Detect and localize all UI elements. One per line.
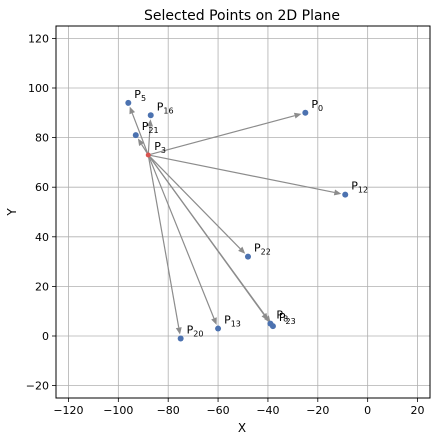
data-point xyxy=(302,109,309,116)
arrow-line xyxy=(147,154,267,318)
arrow-head xyxy=(129,106,136,115)
data-point xyxy=(147,112,154,119)
y-axis-label: Y xyxy=(5,208,19,217)
x-ticks: −120 −100 −80 −60 −40 −20 0 20 xyxy=(53,398,425,417)
y-tick-label: −20 xyxy=(26,380,49,393)
arrow-line xyxy=(147,154,241,250)
x-axis-label: X xyxy=(238,421,246,435)
y-tick-label: 0 xyxy=(42,330,49,343)
arrow-head xyxy=(333,189,342,196)
data-point xyxy=(125,99,132,106)
arrow-line xyxy=(131,112,149,156)
x-tick-label: −100 xyxy=(103,404,133,417)
grid xyxy=(56,26,430,398)
x-tick-label: 0 xyxy=(364,404,371,417)
data-point xyxy=(269,323,276,330)
arrow-head xyxy=(264,315,271,323)
arrow-head xyxy=(238,246,246,254)
point-label: P8 xyxy=(276,309,288,324)
data-point xyxy=(244,253,251,260)
x-tick-label: 20 xyxy=(411,404,425,417)
plot-frame xyxy=(55,25,431,399)
chart-title: Selected Points on 2D Plane xyxy=(144,8,340,24)
arrow-head xyxy=(211,317,217,325)
data-point xyxy=(215,325,222,332)
y-tick-label: 40 xyxy=(35,231,49,244)
arrow-head xyxy=(175,327,182,335)
y-tick-label: 80 xyxy=(35,132,49,145)
y-tick-label: 60 xyxy=(35,181,49,194)
points xyxy=(125,99,349,342)
y-tick-label: 120 xyxy=(28,32,49,45)
x-tick-label: −80 xyxy=(157,404,180,417)
point-label: P13 xyxy=(224,314,241,329)
origin-label: P3 xyxy=(154,140,166,155)
point-label: P21 xyxy=(142,120,159,135)
arrows xyxy=(129,106,342,335)
arrow-head xyxy=(293,112,302,119)
point-label: P12 xyxy=(351,180,368,195)
point-label: P23 xyxy=(279,311,296,326)
x-tick-label: −20 xyxy=(306,404,329,417)
arrow-line xyxy=(147,126,151,155)
point-label: P5 xyxy=(134,88,146,103)
data-point xyxy=(132,132,139,139)
x-tick-label: −40 xyxy=(256,404,279,417)
origin-point xyxy=(145,152,151,158)
arrow-line xyxy=(148,154,335,194)
arrow-line xyxy=(148,115,295,156)
point-label: P22 xyxy=(254,242,271,257)
x-tick-label: −120 xyxy=(53,404,83,417)
arrow-line xyxy=(147,154,180,328)
point-label: P0 xyxy=(311,98,323,113)
arrow-head xyxy=(147,119,154,127)
data-point xyxy=(342,191,349,198)
arrow-head xyxy=(137,138,145,147)
y-tick-label: 100 xyxy=(28,82,49,95)
point-label: P20 xyxy=(187,323,204,338)
arrow-line xyxy=(147,154,215,319)
point-label: P16 xyxy=(157,100,174,115)
x-tick-label: −60 xyxy=(206,404,229,417)
data-point xyxy=(177,335,184,342)
y-ticks: −20 0 20 40 60 80 100 120 xyxy=(26,32,56,393)
y-tick-label: 20 xyxy=(35,280,49,293)
